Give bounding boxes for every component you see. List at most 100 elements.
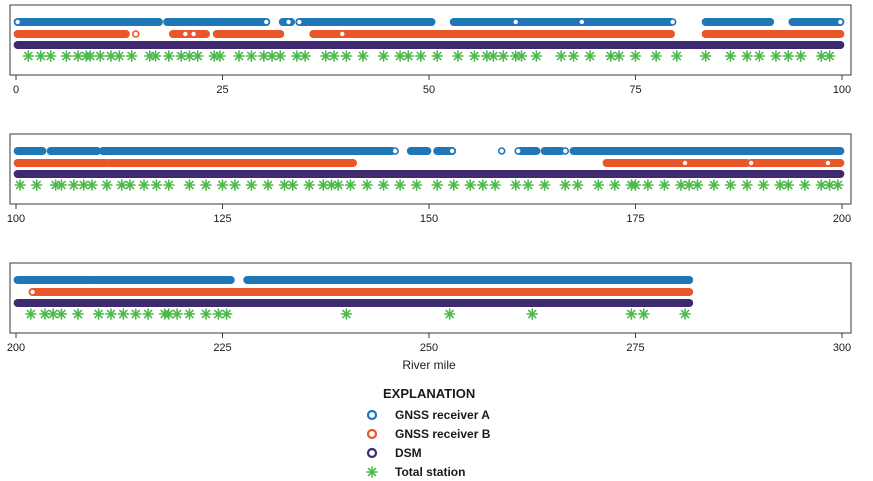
legend-marker-asterisk-icon bbox=[366, 466, 378, 478]
total-station-point bbox=[497, 50, 510, 62]
gnss_b-point bbox=[131, 30, 140, 38]
total-station-point bbox=[124, 179, 136, 191]
total-station-point bbox=[509, 179, 522, 191]
gnss_a-point bbox=[578, 18, 586, 26]
total-station-point bbox=[642, 179, 654, 191]
total-station-point bbox=[592, 179, 605, 191]
x-tick-label: 100 bbox=[7, 213, 25, 225]
total-station-point bbox=[489, 179, 501, 191]
total-station-point bbox=[105, 50, 117, 62]
total-station-point bbox=[670, 50, 683, 62]
total-station-point bbox=[117, 308, 130, 320]
total-station-point bbox=[629, 50, 642, 62]
total-station-point bbox=[464, 179, 477, 191]
legend-label: DSM bbox=[395, 446, 422, 460]
total-station-point bbox=[68, 179, 80, 191]
total-station-point bbox=[782, 50, 795, 62]
total-station-point bbox=[402, 50, 415, 62]
total-station-point bbox=[832, 179, 844, 191]
legend-label: GNSS receiver A bbox=[395, 408, 490, 422]
chart-panels: 0 25 50 75 100 100 125 150 175 200 200 225 250 275 300 bbox=[7, 4, 852, 354]
total-station-point bbox=[44, 50, 57, 62]
total-station-point bbox=[724, 50, 737, 62]
x-tick-label: 100 bbox=[833, 84, 851, 96]
total-station-point bbox=[538, 179, 551, 191]
panel-frame bbox=[9, 262, 852, 334]
gnss_a-point bbox=[448, 147, 456, 155]
gnss_a-point bbox=[391, 147, 399, 155]
total-station-point bbox=[163, 50, 175, 62]
total-station-point bbox=[125, 50, 138, 62]
gnss_a-point bbox=[668, 18, 677, 26]
gnss_b-point bbox=[824, 159, 832, 167]
total-station-point bbox=[468, 50, 481, 62]
x-tick-label: 175 bbox=[626, 213, 644, 225]
total-station-point bbox=[414, 50, 427, 62]
total-station-point bbox=[262, 179, 274, 191]
total-station-point bbox=[55, 308, 68, 320]
total-station-point bbox=[799, 179, 811, 191]
total-station-point bbox=[138, 179, 150, 191]
total-station-point bbox=[245, 50, 258, 62]
total-station-point bbox=[675, 179, 687, 191]
total-station-point bbox=[613, 50, 625, 62]
total-station-point bbox=[101, 179, 113, 191]
total-station-point bbox=[328, 50, 340, 62]
total-station-point bbox=[113, 50, 126, 62]
x-tick-label: 150 bbox=[420, 213, 438, 225]
gnss_a-point bbox=[497, 147, 506, 155]
gnss_b-point bbox=[181, 30, 190, 38]
legend-marker-circle-icon bbox=[366, 409, 378, 421]
total-station-point bbox=[515, 50, 528, 62]
total-station-point bbox=[191, 50, 204, 62]
total-station-point bbox=[14, 179, 26, 191]
total-station-point bbox=[142, 308, 154, 320]
total-station-point bbox=[286, 179, 299, 191]
total-station-point bbox=[22, 50, 35, 62]
gnss_a-point bbox=[295, 18, 304, 26]
x-tick-label: 250 bbox=[420, 342, 438, 354]
total-station-point bbox=[774, 179, 786, 191]
panel-frame bbox=[9, 133, 852, 205]
total-station-point bbox=[699, 50, 712, 62]
gnss_b-point bbox=[747, 159, 755, 167]
total-station-point bbox=[823, 50, 836, 62]
panel-3: 200 225 250 275 300 bbox=[7, 262, 852, 354]
total-station-point bbox=[92, 308, 105, 320]
total-station-point bbox=[299, 50, 311, 62]
x-tick-label: 200 bbox=[7, 342, 25, 354]
total-station-point bbox=[530, 50, 543, 62]
gnss_a-point bbox=[561, 147, 570, 155]
total-station-point bbox=[609, 179, 621, 191]
total-station-point bbox=[105, 308, 117, 320]
total-station-point bbox=[60, 50, 73, 62]
legend-marker-circle-icon bbox=[366, 428, 378, 440]
legend-item-total_station: Total station bbox=[366, 465, 465, 479]
total-station-point bbox=[229, 179, 241, 191]
total-station-point bbox=[183, 308, 196, 320]
gnss_a-point bbox=[514, 147, 523, 155]
total-station-point bbox=[526, 308, 539, 320]
legend-label: Total station bbox=[395, 465, 465, 479]
total-station-point bbox=[584, 50, 596, 62]
x-tick-label: 225 bbox=[213, 342, 231, 354]
total-station-point bbox=[129, 308, 142, 320]
x-tick-label: 300 bbox=[833, 342, 851, 354]
x-tick-label: 75 bbox=[629, 84, 641, 96]
total-station-point bbox=[245, 179, 258, 191]
gnss_a-point bbox=[13, 18, 22, 26]
total-station-point bbox=[72, 308, 84, 320]
total-station-point bbox=[741, 179, 753, 191]
total-station-point bbox=[357, 50, 369, 62]
total-station-point bbox=[303, 179, 316, 191]
gnss_a-point bbox=[511, 18, 520, 26]
gnss_b-point bbox=[338, 30, 347, 38]
total-station-point bbox=[571, 179, 584, 191]
legend-title: EXPLANATION bbox=[383, 386, 475, 401]
legend-label: GNSS receiver B bbox=[395, 427, 491, 441]
total-station-point bbox=[171, 308, 183, 320]
legend-item-gnss_a: GNSS receiver A bbox=[366, 408, 490, 422]
x-tick-label: 125 bbox=[213, 213, 231, 225]
total-station-point bbox=[377, 50, 390, 62]
total-station-point bbox=[724, 179, 737, 191]
